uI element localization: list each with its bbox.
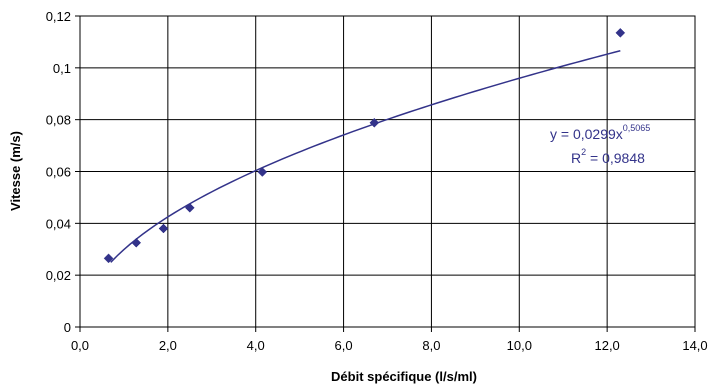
x-tick-label: 4,0 — [247, 338, 265, 353]
x-tick-labels: 0,0 2,0 4,0 6,0 8,0 10,0 12,0 14,0 — [71, 327, 708, 353]
y-tick-label: 0 — [64, 320, 71, 335]
y-tick-labels: 0 0,02 0,04 0,06 0,08 0,1 0,12 — [46, 9, 80, 335]
equation-prefix: y = 0,0299x — [550, 126, 623, 142]
trendline — [110, 50, 621, 263]
x-tick-label: 10,0 — [507, 338, 532, 353]
data-point — [257, 167, 268, 177]
trendline-equation: y = 0,0299x0,5065 — [550, 123, 650, 142]
grid — [80, 16, 695, 327]
x-axis-title: Débit spécifique (l/s/ml) — [331, 369, 477, 384]
y-tick-label: 0,08 — [46, 113, 71, 128]
r2-prefix: R — [571, 150, 581, 166]
r2-exponent: 2 — [581, 147, 586, 157]
y-tick-label: 0,06 — [46, 165, 71, 180]
data-point — [131, 237, 142, 248]
data-point — [158, 223, 169, 234]
y-tick-label: 0,1 — [53, 61, 71, 76]
data-point — [184, 202, 195, 213]
y-axis-title: Vitesse (m/s) — [8, 131, 23, 211]
data-point — [103, 253, 114, 264]
x-tick-label: 6,0 — [335, 338, 353, 353]
data-point — [369, 117, 380, 128]
y-tick-label: 0,04 — [46, 216, 71, 231]
data-point — [615, 27, 626, 38]
x-tick-label: 12,0 — [594, 338, 619, 353]
x-tick-label: 0,0 — [71, 338, 89, 353]
x-tick-label: 8,0 — [422, 338, 440, 353]
r2-value: = 0,9848 — [586, 150, 645, 166]
plot-frame — [79, 15, 696, 328]
x-tick-label: 2,0 — [159, 338, 177, 353]
y-tick-label: 0,02 — [46, 268, 71, 283]
y-tick-label: 0,12 — [46, 9, 71, 24]
equation-exponent: 0,5065 — [623, 123, 651, 133]
trendline-group — [110, 50, 621, 263]
r-squared: R2 = 0,9848 — [571, 147, 645, 166]
data-points — [103, 27, 626, 264]
x-tick-label: 14,0 — [682, 338, 707, 353]
